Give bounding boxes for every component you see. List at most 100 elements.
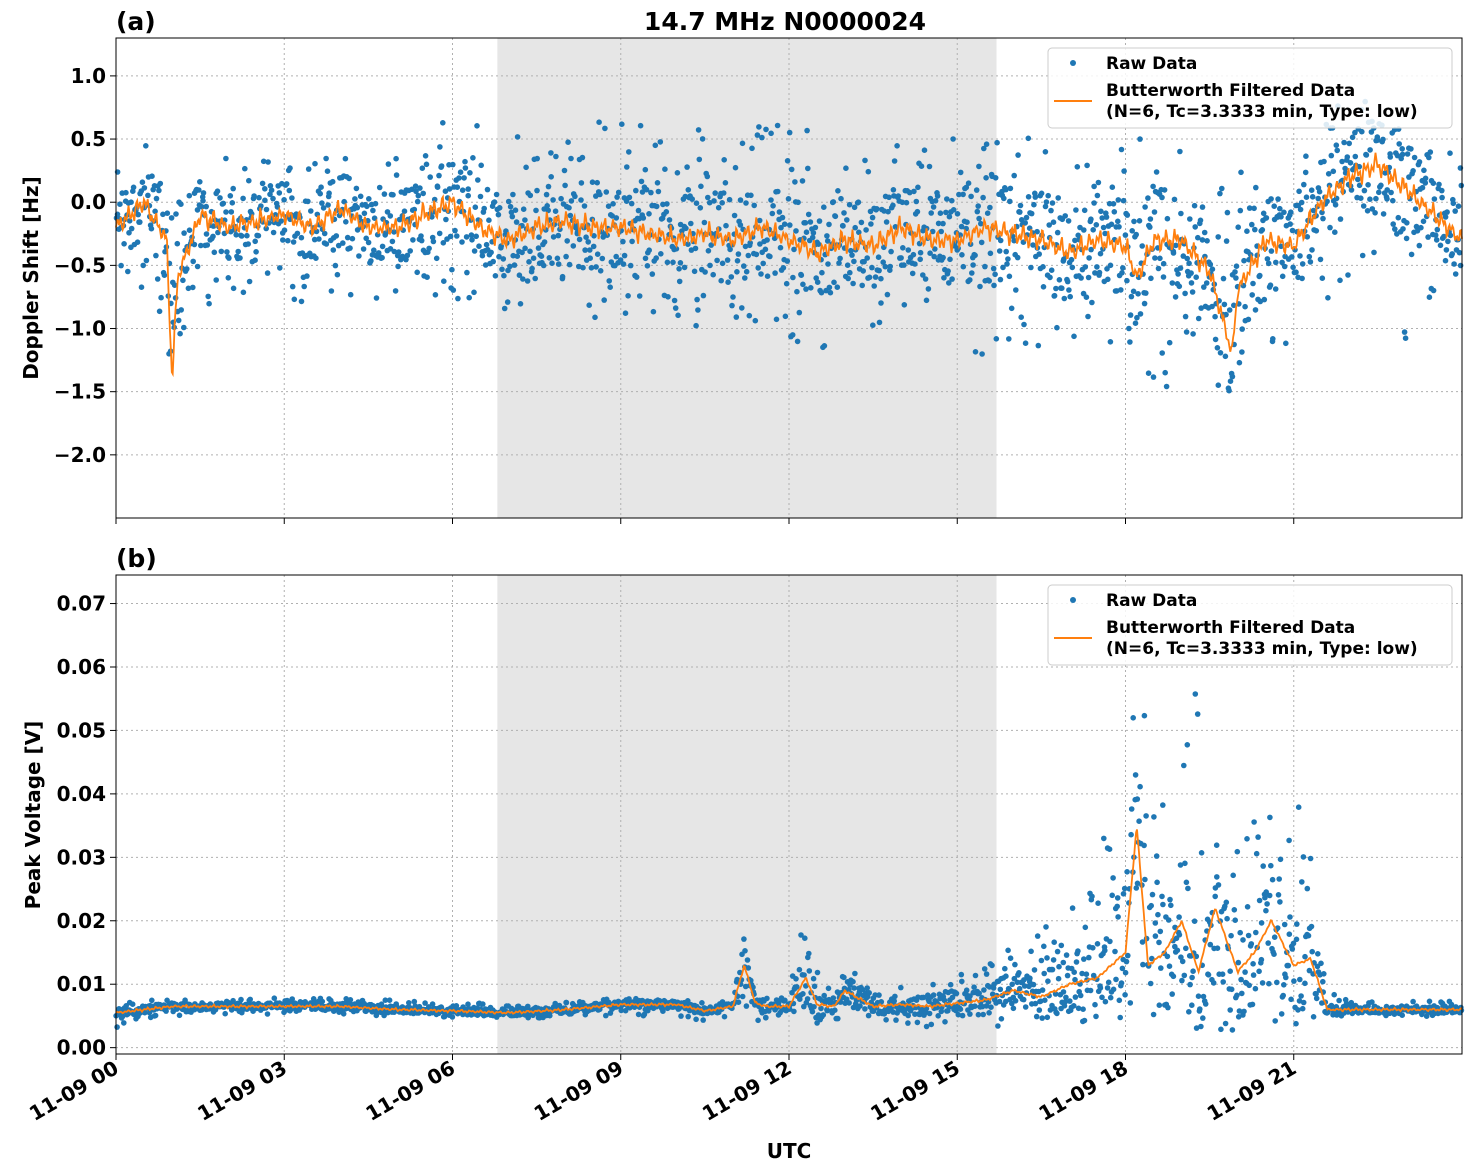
y-tick-label: 0.0: [71, 190, 106, 214]
raw-data-point: [1157, 928, 1164, 935]
raw-data-point: [1178, 954, 1184, 960]
raw-data-point: [1360, 203, 1367, 209]
raw-data-point: [589, 179, 596, 185]
raw-data-point: [1288, 209, 1294, 215]
raw-data-point: [1105, 979, 1112, 986]
raw-data-point: [887, 263, 893, 270]
raw-data-point: [1313, 228, 1320, 234]
raw-data-point: [1107, 339, 1114, 345]
raw-data-point: [1213, 842, 1220, 848]
raw-data-point: [479, 252, 486, 259]
raw-data-point: [942, 1019, 948, 1025]
raw-data-point: [1289, 946, 1296, 952]
raw-data-point: [517, 301, 524, 307]
raw-data-point: [1396, 141, 1402, 147]
raw-data-point: [1030, 981, 1037, 988]
raw-data-point: [566, 205, 572, 211]
raw-data-point: [700, 1017, 706, 1023]
raw-data-point: [1067, 998, 1073, 1004]
raw-data-point: [806, 968, 813, 974]
raw-data-point: [540, 262, 547, 269]
raw-data-point: [1380, 211, 1387, 217]
y-tick-label: 0.02: [57, 909, 106, 933]
raw-data-point: [194, 207, 201, 213]
raw-data-point: [454, 233, 460, 239]
raw-data-point: [1188, 280, 1195, 286]
raw-data-point: [1250, 972, 1257, 978]
raw-data-point: [747, 240, 753, 246]
raw-data-point: [1161, 187, 1168, 193]
raw-data-point: [606, 278, 612, 284]
raw-data-point: [1160, 901, 1166, 908]
raw-data-point: [1198, 305, 1204, 311]
raw-data-point: [313, 255, 319, 261]
y-tick-label: −2.0: [54, 443, 106, 467]
raw-data-point: [277, 265, 283, 271]
raw-data-point: [298, 234, 305, 241]
raw-data-point: [1102, 998, 1109, 1005]
raw-data-point: [1297, 206, 1304, 213]
raw-data-point: [148, 225, 155, 232]
raw-data-point: [906, 189, 913, 196]
raw-data-point: [932, 246, 938, 252]
raw-data-point: [782, 313, 789, 320]
raw-data-point: [633, 274, 640, 280]
ticks-a: 1.00.50.0−0.5−1.0−1.5−2.0: [54, 64, 1295, 524]
raw-data-point: [1127, 339, 1133, 345]
raw-data-point: [181, 230, 187, 236]
raw-data-point: [746, 312, 753, 319]
raw-data-point: [429, 214, 435, 220]
raw-data-point: [1215, 882, 1222, 888]
raw-data-point: [143, 257, 150, 264]
raw-data-point: [734, 269, 740, 275]
raw-data-point: [1303, 194, 1310, 200]
raw-data-point: [862, 157, 868, 164]
raw-data-point: [958, 223, 965, 230]
raw-data-point: [1193, 274, 1199, 281]
raw-data-point: [1130, 715, 1136, 721]
raw-data-point: [1235, 1014, 1242, 1020]
raw-data-point: [442, 188, 449, 194]
raw-data-point: [220, 200, 227, 207]
raw-data-point: [1181, 972, 1188, 979]
raw-data-point: [730, 294, 736, 300]
raw-data-point: [1258, 956, 1265, 963]
raw-data-point: [635, 1011, 642, 1018]
raw-data-point: [440, 120, 446, 126]
raw-data-point: [1059, 285, 1065, 292]
raw-data-point: [134, 239, 141, 245]
raw-data-point: [769, 210, 776, 217]
raw-data-point: [349, 235, 356, 242]
raw-data-point: [1094, 192, 1101, 199]
raw-data-point: [1325, 171, 1332, 177]
raw-data-point: [1008, 305, 1015, 312]
raw-data-point: [1061, 295, 1068, 302]
raw-data-point: [1358, 195, 1364, 201]
raw-data-point: [1050, 957, 1057, 963]
raw-data-point: [1427, 149, 1434, 155]
raw-data-point: [1030, 242, 1036, 248]
raw-data-point: [1237, 929, 1243, 936]
raw-data-point: [1007, 198, 1013, 205]
raw-data-point: [983, 971, 990, 977]
raw-data-point: [1355, 176, 1361, 183]
raw-data-point: [552, 208, 559, 214]
raw-data-point: [452, 227, 458, 234]
raw-data-point: [981, 966, 988, 972]
raw-data-point: [465, 1001, 471, 1007]
raw-data-point: [1390, 197, 1396, 204]
raw-data-point: [1373, 195, 1379, 202]
raw-data-point: [838, 195, 844, 202]
raw-data-point: [1027, 975, 1033, 981]
raw-data-point: [1200, 993, 1207, 1000]
raw-data-point: [900, 245, 906, 251]
raw-data-point: [268, 187, 275, 193]
raw-data-point: [1031, 967, 1038, 973]
raw-data-point: [899, 199, 906, 206]
raw-data-point: [1012, 961, 1018, 968]
raw-data-point: [1212, 336, 1219, 343]
raw-data-point: [1075, 948, 1081, 954]
raw-data-point: [1145, 195, 1151, 201]
raw-data-point: [835, 1015, 841, 1022]
raw-data-point: [735, 999, 742, 1005]
